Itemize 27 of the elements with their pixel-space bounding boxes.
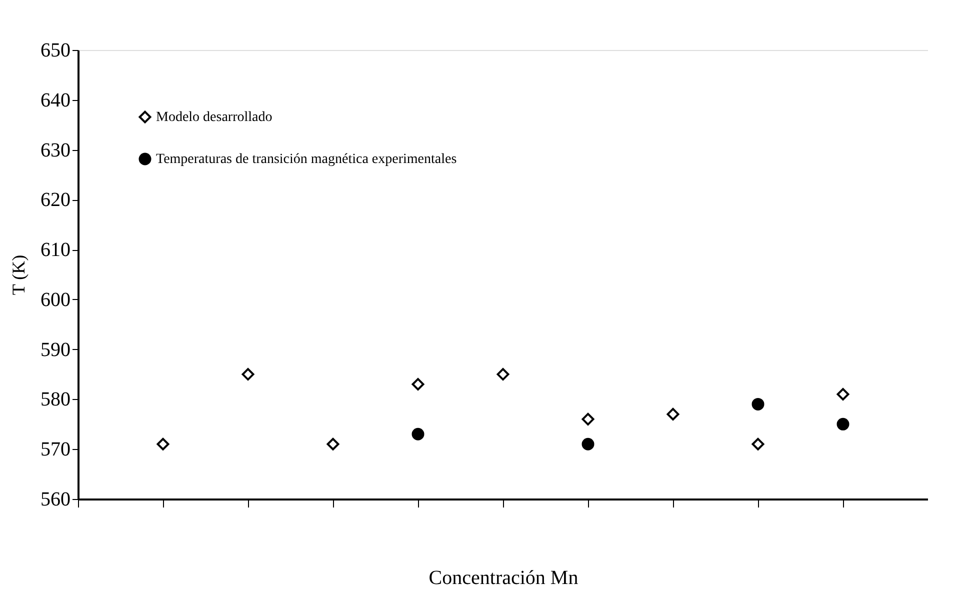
y-tick-label: 560 <box>40 488 70 510</box>
point <box>752 398 764 410</box>
y-tick-label: 640 <box>40 89 70 112</box>
legend-label: Modelo desarrollado <box>156 110 272 125</box>
y-tick-label: 630 <box>40 139 70 162</box>
legend-label: Temperaturas de transición magnética experimentales <box>156 152 457 167</box>
y-tick-label: 580 <box>40 388 70 411</box>
point <box>666 408 680 420</box>
point <box>582 412 594 426</box>
point <box>326 438 340 450</box>
point <box>836 388 850 400</box>
point <box>496 368 510 381</box>
y-tick-label: 650 <box>40 40 70 62</box>
point <box>836 418 850 430</box>
y-tick-label: 600 <box>40 288 70 311</box>
point <box>242 368 254 381</box>
point <box>156 438 170 450</box>
y-tick-label: 590 <box>40 338 70 361</box>
point <box>752 438 764 450</box>
y-tick-label: 620 <box>40 189 70 212</box>
point <box>582 438 594 450</box>
y-tick-label: 570 <box>40 438 70 461</box>
x-axis-title: Concentración Mn <box>428 567 578 589</box>
y-tick-label: 610 <box>40 239 70 262</box>
y-axis-title: T (K) <box>8 254 28 296</box>
point <box>412 428 424 440</box>
point <box>412 378 424 390</box>
